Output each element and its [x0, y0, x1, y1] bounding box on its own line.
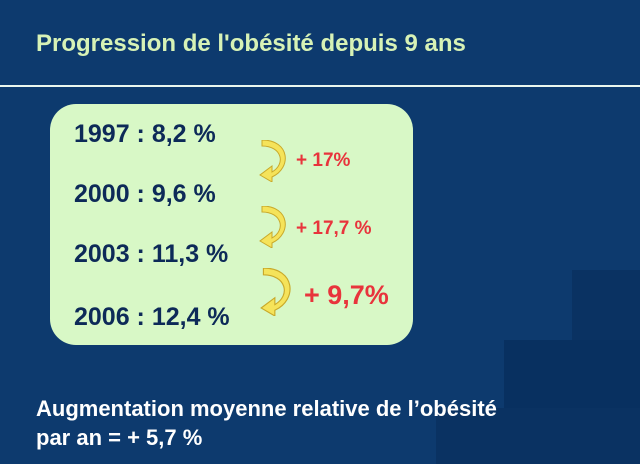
title-divider — [0, 85, 640, 87]
increase-2000-2003: + 17,7 % — [296, 218, 372, 239]
curved-arrow-icon — [259, 206, 286, 248]
slide-title: Progression de l'obésité depuis 9 ans — [36, 30, 466, 57]
curved-arrow-icon — [259, 140, 286, 182]
increase-1997-2000: + 17% — [296, 150, 351, 171]
year-row-2006: 2006 : 12,4 % — [74, 303, 230, 331]
decorative-block — [504, 340, 640, 408]
decorative-block — [436, 408, 640, 464]
year-row-1997: 1997 : 8,2 % — [74, 120, 216, 148]
summary-line-2: par an = + 5,7 % — [36, 425, 203, 450]
year-row-2000: 2000 : 9,6 % — [74, 180, 216, 208]
summary-line-1: Augmentation moyenne relative de l’obési… — [36, 396, 497, 421]
curved-arrow-icon — [260, 268, 291, 316]
year-row-2003: 2003 : 11,3 % — [74, 240, 229, 268]
summary-text: Augmentation moyenne relative de l’obési… — [36, 394, 596, 452]
data-panel — [50, 104, 413, 345]
increase-2003-2006: + 9,7% — [304, 280, 389, 310]
decorative-block — [572, 270, 640, 340]
